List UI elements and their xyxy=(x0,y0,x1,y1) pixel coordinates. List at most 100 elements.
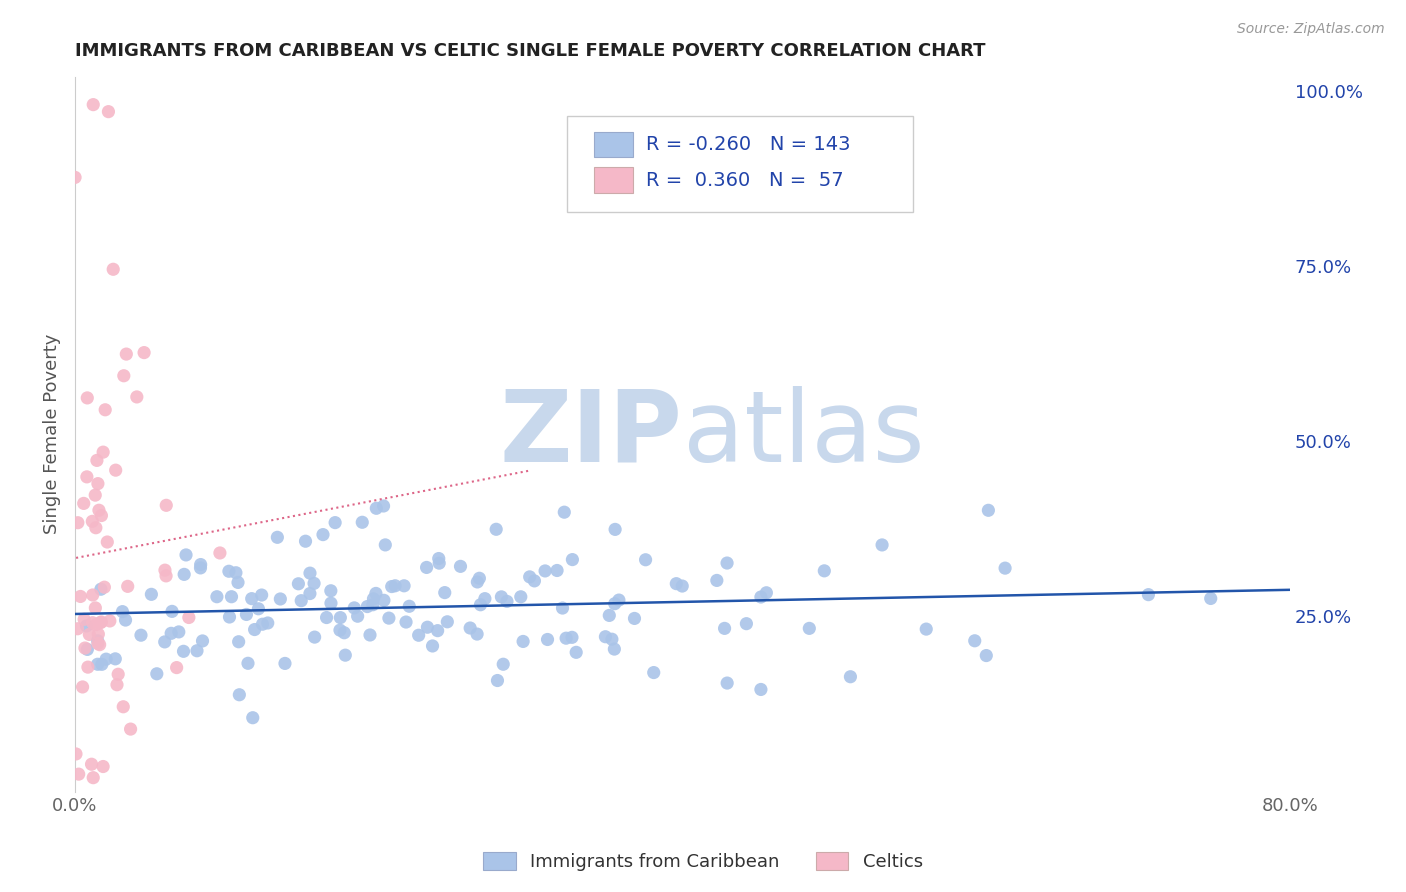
Point xyxy=(228,688,250,702)
Point xyxy=(86,657,108,672)
Point xyxy=(76,642,98,657)
Point xyxy=(98,614,121,628)
Point xyxy=(69,590,91,604)
Point xyxy=(813,564,835,578)
Point xyxy=(468,571,491,585)
Point xyxy=(84,617,107,632)
Point xyxy=(486,673,509,688)
Point xyxy=(474,591,496,606)
Point xyxy=(73,641,96,656)
Y-axis label: Single Female Poverty: Single Female Poverty xyxy=(44,334,60,534)
Point xyxy=(103,262,125,277)
Point xyxy=(90,615,112,630)
Point xyxy=(298,566,321,581)
Point xyxy=(561,552,583,566)
Point xyxy=(665,576,688,591)
Point xyxy=(735,616,758,631)
Point xyxy=(63,170,86,185)
Point xyxy=(112,368,135,383)
Point xyxy=(84,601,107,615)
Point xyxy=(87,503,110,517)
Point xyxy=(236,657,259,671)
Point xyxy=(384,579,406,593)
Point xyxy=(174,548,197,562)
Point xyxy=(218,564,240,578)
Point xyxy=(426,624,449,638)
Point xyxy=(381,580,404,594)
Point xyxy=(512,634,534,648)
Point xyxy=(76,391,98,405)
Point xyxy=(749,682,772,697)
Point xyxy=(373,593,395,607)
Point xyxy=(536,632,558,647)
Point xyxy=(177,610,200,624)
Legend: Immigrants from Caribbean, Celtics: Immigrants from Caribbean, Celtics xyxy=(477,845,929,879)
Point xyxy=(75,619,97,633)
Point xyxy=(96,535,118,549)
Point xyxy=(252,617,274,632)
Point xyxy=(361,598,384,612)
Point xyxy=(553,505,575,519)
Point xyxy=(66,516,89,530)
Point xyxy=(713,621,735,635)
Point xyxy=(422,639,444,653)
Point xyxy=(104,652,127,666)
Point xyxy=(467,574,489,589)
Point xyxy=(346,609,368,624)
Point xyxy=(112,699,135,714)
Point xyxy=(76,470,98,484)
Point xyxy=(870,538,893,552)
Point xyxy=(190,561,212,575)
Point xyxy=(86,633,108,648)
Point xyxy=(87,627,110,641)
Point xyxy=(366,501,388,516)
Point xyxy=(153,563,176,577)
Point xyxy=(247,601,270,615)
Point xyxy=(290,593,312,607)
Point xyxy=(72,680,94,694)
Point xyxy=(84,488,107,502)
Point xyxy=(90,508,112,523)
Point xyxy=(266,530,288,544)
Point xyxy=(132,345,155,359)
Point xyxy=(80,757,103,772)
Point xyxy=(492,657,515,672)
Point xyxy=(333,625,356,640)
Point xyxy=(218,610,240,624)
Point xyxy=(433,585,456,599)
Point xyxy=(915,622,938,636)
Point xyxy=(287,576,309,591)
Point xyxy=(706,574,728,588)
Point xyxy=(186,644,208,658)
Point xyxy=(603,522,626,536)
Text: R =  0.360   N =  57: R = 0.360 N = 57 xyxy=(647,170,844,190)
Point xyxy=(395,615,418,629)
Point xyxy=(392,579,415,593)
Point xyxy=(105,678,128,692)
Point xyxy=(363,591,385,606)
Point xyxy=(205,590,228,604)
Point xyxy=(470,598,492,612)
Point xyxy=(82,771,104,785)
Point xyxy=(716,676,738,690)
Point xyxy=(298,586,321,600)
Point xyxy=(146,666,169,681)
Point xyxy=(603,597,626,611)
Point xyxy=(117,579,139,593)
Point xyxy=(356,599,378,614)
Point xyxy=(141,587,163,601)
Point xyxy=(427,556,450,570)
Point xyxy=(77,660,100,674)
Point xyxy=(450,559,472,574)
Point xyxy=(302,576,325,591)
Point xyxy=(561,631,583,645)
Point xyxy=(155,499,177,513)
Point xyxy=(243,623,266,637)
Point xyxy=(755,586,778,600)
Point xyxy=(634,553,657,567)
Point xyxy=(86,453,108,467)
Point xyxy=(155,569,177,583)
Point xyxy=(111,605,134,619)
Point xyxy=(274,657,297,671)
Point xyxy=(977,503,1000,517)
